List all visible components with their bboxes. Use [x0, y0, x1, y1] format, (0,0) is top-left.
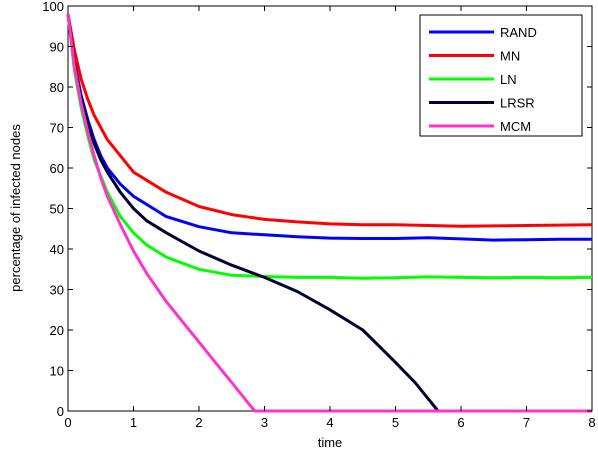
- legend-label-lrsr: LRSR: [500, 96, 535, 111]
- x-tick-label: 7: [523, 415, 530, 430]
- x-tick-label: 6: [457, 415, 464, 430]
- y-tick-label: 50: [50, 202, 64, 217]
- y-tick-label: 60: [50, 161, 64, 176]
- x-tick-label: 1: [130, 415, 137, 430]
- y-tick-label: 100: [42, 0, 64, 14]
- y-tick-label: 70: [50, 121, 64, 136]
- y-tick-label: 10: [50, 364, 64, 379]
- series-line-mcm: [66, 13, 592, 413]
- x-tick-label: 0: [64, 415, 71, 430]
- legend: RAND MN LN LRSR MCM: [419, 14, 583, 137]
- legend-label-rand: RAND: [500, 25, 537, 40]
- legend-box: [419, 14, 583, 137]
- series-line-mn: [66, 13, 593, 228]
- y-tick-label: 40: [50, 242, 64, 257]
- legend-label-ln: LN: [500, 72, 517, 87]
- x-tick-label: 4: [326, 415, 333, 430]
- legend-label-mn: MN: [500, 49, 520, 64]
- y-axis-title: percentage of infected nodes: [8, 124, 23, 292]
- x-tick-label: 8: [588, 415, 595, 430]
- y-tick-label: 30: [50, 283, 64, 298]
- legend-label-mcm: MCM: [500, 119, 531, 134]
- x-axis-title: time: [318, 435, 343, 450]
- y-tick-label: 80: [50, 80, 64, 95]
- y-tick-label: 90: [50, 40, 64, 55]
- y-tick-label: 0: [57, 404, 64, 419]
- y-tick-label: 20: [50, 323, 64, 338]
- series-line-lrsr: [66, 13, 440, 412]
- series-layer: [66, 13, 593, 413]
- x-tick-label: 5: [392, 415, 399, 430]
- x-tick-label: 2: [195, 415, 202, 430]
- x-tick-label: 3: [261, 415, 268, 430]
